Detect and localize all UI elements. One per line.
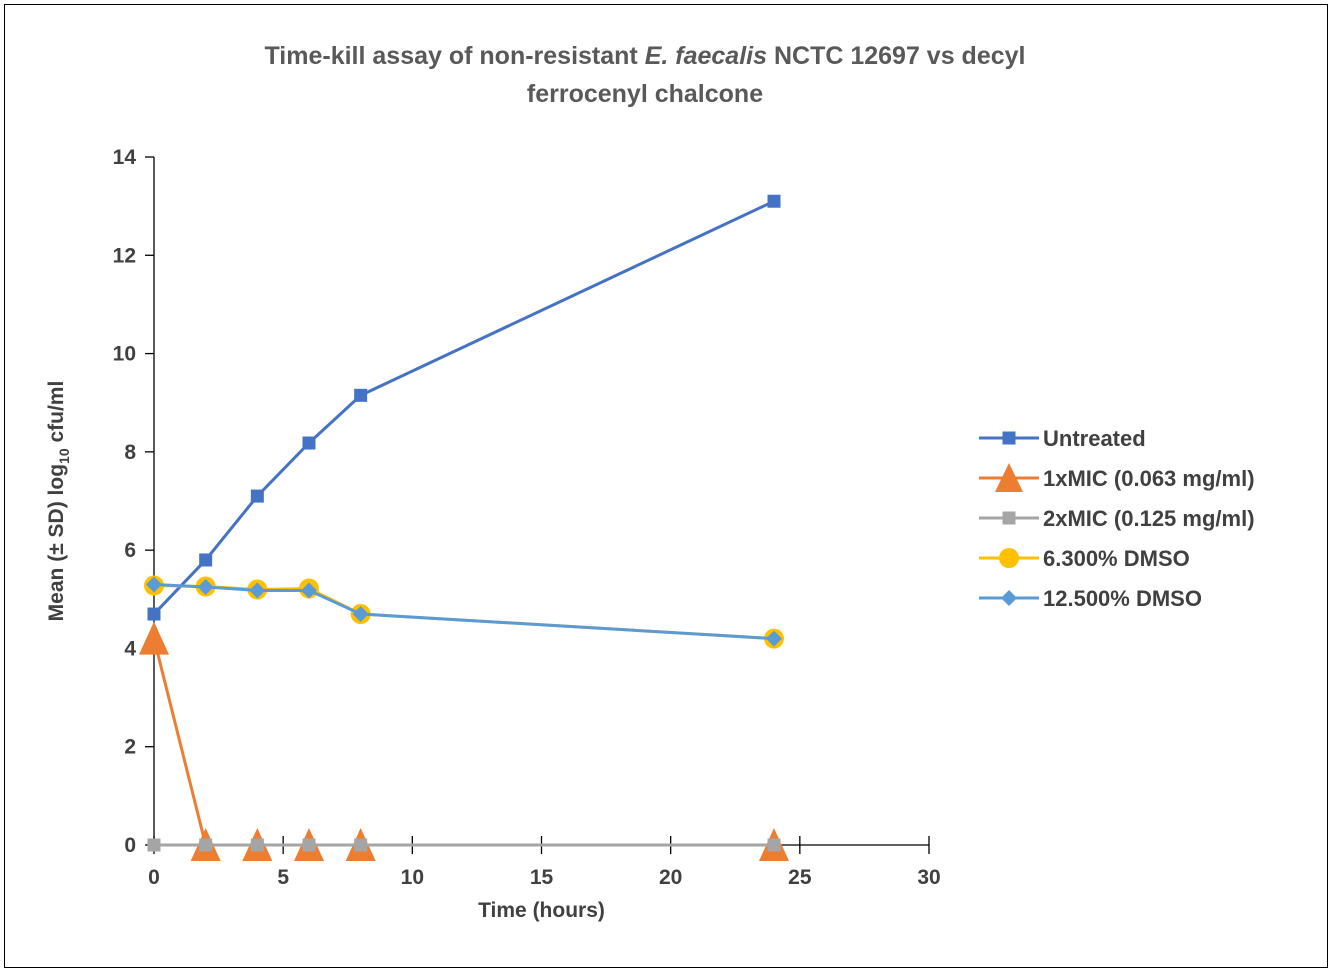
data-point-marker (199, 553, 213, 567)
y-tick-label: 6 (124, 539, 136, 562)
chart-svg: Time-kill assay of non-resistant E. faec… (45, 42, 1255, 922)
plot-series (139, 194, 789, 861)
data-point-marker (354, 838, 368, 852)
x-axis-title: Time (hours) (478, 899, 605, 922)
legend-label: 6.300% DMSO (1043, 546, 1190, 571)
y-tick-label: 10 (113, 343, 136, 366)
chart-title-line-2: ferrocenyl chalcone (527, 80, 763, 108)
data-point-marker (302, 838, 316, 852)
data-point-marker (147, 607, 161, 621)
legend-label: 1xMIC (0.063 mg/ml) (1043, 466, 1255, 491)
data-point-marker (197, 579, 214, 595)
x-tick-label: 25 (788, 866, 812, 889)
series-line (152, 199, 775, 616)
legend-item: 12.500% DMSO (979, 586, 1202, 611)
data-point-marker (199, 838, 213, 852)
data-point-marker (147, 838, 161, 852)
series-line (152, 638, 774, 847)
x-tick-label: 10 (401, 866, 424, 889)
legend: Untreated 1xMIC (0.063 mg/ml) 2xMIC (0.125… (979, 426, 1255, 611)
data-point-marker (302, 436, 316, 450)
legend-label: Untreated (1043, 426, 1146, 451)
data-point-marker (249, 582, 266, 599)
series-1xmic-0-063-mg-ml (139, 621, 789, 861)
data-point-marker (354, 388, 368, 402)
chart-frame: Time-kill assay of non-resistant E. faec… (4, 4, 1328, 968)
y-tick-label: 2 (124, 736, 136, 759)
series-line (153, 584, 775, 641)
legend-item: 6.300% DMSO (979, 546, 1190, 571)
data-point-marker (250, 838, 264, 852)
legend-label: 2xMIC (0.125 mg/ml) (1043, 506, 1255, 531)
y-tick-label: 4 (124, 637, 136, 660)
data-point-marker (139, 621, 169, 655)
data-point-marker (1002, 511, 1016, 525)
data-point-marker (767, 838, 781, 852)
data-point-marker (995, 463, 1023, 492)
series-12-500-dmso (146, 576, 782, 647)
series-6-300-dmso (144, 575, 784, 649)
series-line (153, 583, 775, 641)
data-point-marker (999, 548, 1019, 568)
chart-title-line-1: Time-kill assay of non-resistant E. faec… (264, 42, 1025, 70)
series-untreated (147, 194, 781, 621)
data-point-marker (250, 489, 264, 503)
y-tick-label: 0 (124, 834, 136, 857)
y-tick-label: 12 (113, 244, 136, 267)
y-axis-title: Mean (± SD) log10 cfu/ml (45, 381, 72, 622)
legend-item: 1xMIC (0.063 mg/ml) (979, 463, 1255, 492)
y-tick-label: 8 (124, 441, 136, 464)
x-tick-label: 20 (659, 866, 682, 889)
data-point-marker (767, 194, 781, 208)
series-2xmic-0-125-mg-ml (147, 838, 781, 852)
data-point-marker (1002, 431, 1016, 445)
x-tick-label: 15 (530, 866, 554, 889)
y-tick-label: 14 (113, 146, 137, 169)
x-tick-label: 30 (917, 866, 940, 889)
data-point-marker (352, 606, 369, 623)
x-tick-label: 5 (277, 866, 289, 889)
data-point-marker (1001, 590, 1017, 606)
data-point-marker (766, 630, 782, 647)
legend-item: Untreated (979, 426, 1146, 451)
axes: 0 2 4 6 8 10 12 14 0 5 10 15 20 25 30 (113, 146, 941, 889)
legend-item: 2xMIC (0.125 mg/ml) (979, 506, 1255, 531)
chart-title: Time-kill assay of non-resistant E. faec… (264, 42, 1025, 108)
data-point-marker (301, 582, 317, 599)
legend-label: 12.500% DMSO (1043, 586, 1202, 611)
data-point-marker (146, 576, 162, 593)
x-tick-label: 0 (148, 866, 160, 889)
